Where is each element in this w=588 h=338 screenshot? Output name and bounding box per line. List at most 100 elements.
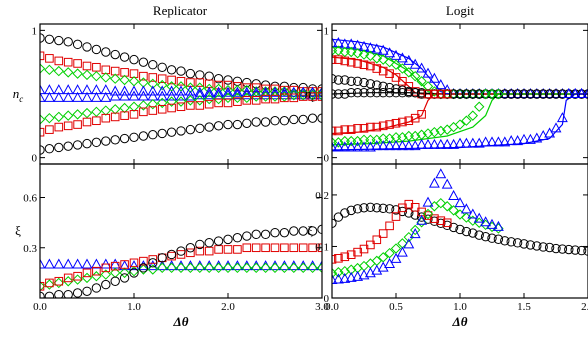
data-point [73,120,82,129]
data-point [119,90,131,101]
data-point [307,89,319,100]
data-point [53,65,65,77]
y-axis-label: nc [305,86,316,104]
data-point [409,224,421,236]
data-point [148,73,158,82]
data-point [110,276,120,286]
x-tick-label: 3.0 [315,301,329,313]
data-point [92,62,101,72]
plot-panels: 0 1 nc 0 1 nc 0.0 1.0 2.0 3.0 0.3 0.6 ξ Δθ 0.0 0.5 1.0 1.… [13,23,588,329]
x-tick-label: 1.0 [127,301,141,313]
data-point [222,260,234,271]
data-point [468,228,478,238]
data-point [455,89,465,99]
data-point [90,258,102,269]
data-point [404,116,414,126]
data-point [128,90,140,101]
data-point [72,91,84,102]
data-point [279,262,290,274]
data-point [569,87,581,98]
data-point [91,70,102,82]
data-point [409,70,421,82]
data-point [307,260,319,271]
data-point [280,243,289,253]
data-point [404,208,414,218]
data-point [166,90,178,101]
data-point [366,122,375,132]
data-point [474,230,484,240]
data-point [73,271,82,281]
data-point [223,80,233,90]
data-point [422,196,434,207]
data-point [468,89,478,99]
data-point [506,89,516,99]
series-red-square [40,92,322,137]
data-point [44,279,55,290]
data-point [231,86,243,97]
data-point [397,88,408,98]
data-point [166,85,178,96]
data-point [54,35,64,46]
data-point [137,85,149,96]
data-point [448,89,459,99]
data-point [270,116,280,126]
data-point [156,85,168,96]
data-point [422,208,434,220]
data-point [81,91,93,102]
data-point [377,44,389,55]
data-point [340,208,350,218]
data-point [474,89,484,99]
data-point [213,236,224,246]
data-point [391,88,401,98]
data-point [366,240,375,250]
data-point [390,49,402,60]
data-point [54,142,64,153]
data-point [385,221,394,231]
data-point [195,246,205,256]
data-point [232,84,243,96]
data-point [166,262,177,274]
data-point [441,138,453,149]
data-point [204,238,214,248]
data-point [384,56,395,68]
data-point [223,98,233,108]
data-point [40,258,46,269]
data-point [316,262,322,274]
data-point [416,89,427,99]
series-green-diamond [40,90,322,125]
data-point [139,256,148,266]
data-point [288,87,300,98]
data-point [297,260,309,271]
data-point [44,64,55,76]
data-point [307,86,319,97]
data-point [82,117,92,127]
data-point [251,117,261,127]
data-point [332,141,344,152]
y-tick-label: 0 [324,153,330,165]
data-point [72,258,84,269]
data-point [339,272,351,283]
data-point [279,91,290,102]
data-point [378,229,388,238]
data-point [250,262,262,274]
data-point [157,104,167,114]
data-point [332,37,338,48]
data-point [467,137,479,148]
data-point [100,72,112,83]
data-point [110,49,120,60]
data-point [358,141,370,152]
data-point [461,115,472,126]
data-point [109,258,121,269]
data-point [396,246,408,257]
data-point [72,140,83,150]
data-point [378,121,388,131]
data-point [416,62,428,73]
data-point [396,52,408,63]
data-point [175,260,187,271]
data-point [251,229,261,240]
data-point [372,235,382,245]
data-point [403,67,415,78]
data-point [157,253,167,263]
data-point [333,89,344,99]
data-point [148,258,158,268]
